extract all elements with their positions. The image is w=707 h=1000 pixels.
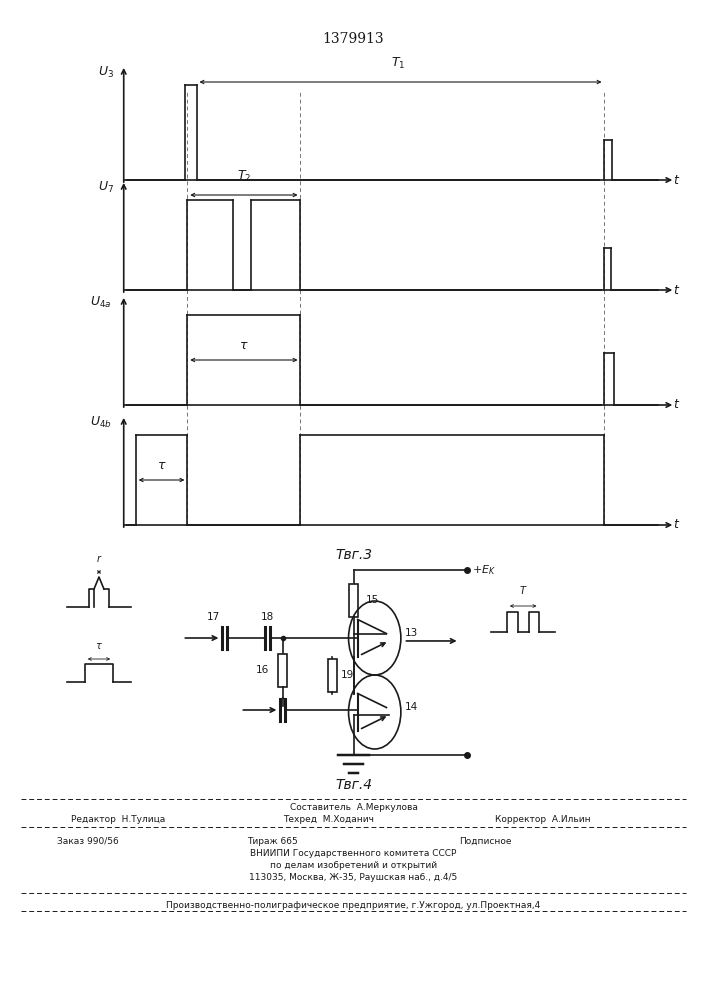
Text: 13: 13 (404, 628, 418, 638)
Text: Заказ 990/56: Заказ 990/56 (57, 837, 118, 846)
Text: $t$: $t$ (673, 518, 680, 532)
Bar (328, 658, 337, 692)
Text: $\tau$: $\tau$ (157, 459, 166, 472)
Bar (349, 584, 358, 616)
Text: Τвг.4: Τвг.4 (335, 778, 372, 792)
Text: Составитель  А.Меркулова: Составитель А.Меркулова (290, 803, 417, 812)
Text: 1379913: 1379913 (322, 32, 385, 46)
Text: Τвг.3: Τвг.3 (335, 548, 372, 562)
Bar (279, 654, 287, 686)
Text: 16: 16 (255, 665, 269, 675)
Text: $t$: $t$ (673, 284, 680, 296)
Text: Корректор  А.Ильин: Корректор А.Ильин (495, 815, 590, 824)
Text: $+E_K$: $+E_K$ (472, 563, 496, 577)
Text: 17: 17 (207, 612, 220, 622)
Text: Редактор  Н.Тулица: Редактор Н.Тулица (71, 815, 165, 824)
Text: $\tau$: $\tau$ (95, 641, 103, 651)
Text: $T_2$: $T_2$ (237, 169, 251, 184)
Text: $U_{4b}$: $U_{4b}$ (90, 415, 112, 430)
Text: по делам изобретений и открытий: по делам изобретений и открытий (270, 861, 437, 870)
Text: 19: 19 (341, 670, 354, 680)
Text: Техред  М.Ходанич: Техред М.Ходанич (283, 815, 374, 824)
Text: $t$: $t$ (673, 398, 680, 412)
Text: 15: 15 (366, 595, 380, 605)
Text: $U_7$: $U_7$ (98, 180, 114, 195)
Text: $U_{4a}$: $U_{4a}$ (90, 295, 112, 310)
Text: 14: 14 (404, 702, 418, 712)
Text: $T_1$: $T_1$ (390, 56, 405, 71)
Text: $\tau$: $\tau$ (239, 339, 249, 352)
Text: 113035, Москва, Ж-35, Раушская наб., д.4/5: 113035, Москва, Ж-35, Раушская наб., д.4… (250, 873, 457, 882)
Text: Подписное: Подписное (460, 837, 512, 846)
Text: $t$: $t$ (673, 174, 680, 186)
Text: Тираж 665: Тираж 665 (247, 837, 298, 846)
Text: 18: 18 (261, 612, 274, 622)
Text: $U_3$: $U_3$ (98, 65, 114, 80)
Text: $r$: $r$ (95, 553, 103, 564)
Text: ВНИИПИ Государственного комитета СССР: ВНИИПИ Государственного комитета СССР (250, 849, 457, 858)
Text: Производственно-полиграфическое предприятие, г.Ужгород, ул.Проектная,4: Производственно-полиграфическое предприя… (166, 901, 541, 910)
Text: $T$: $T$ (519, 584, 527, 596)
